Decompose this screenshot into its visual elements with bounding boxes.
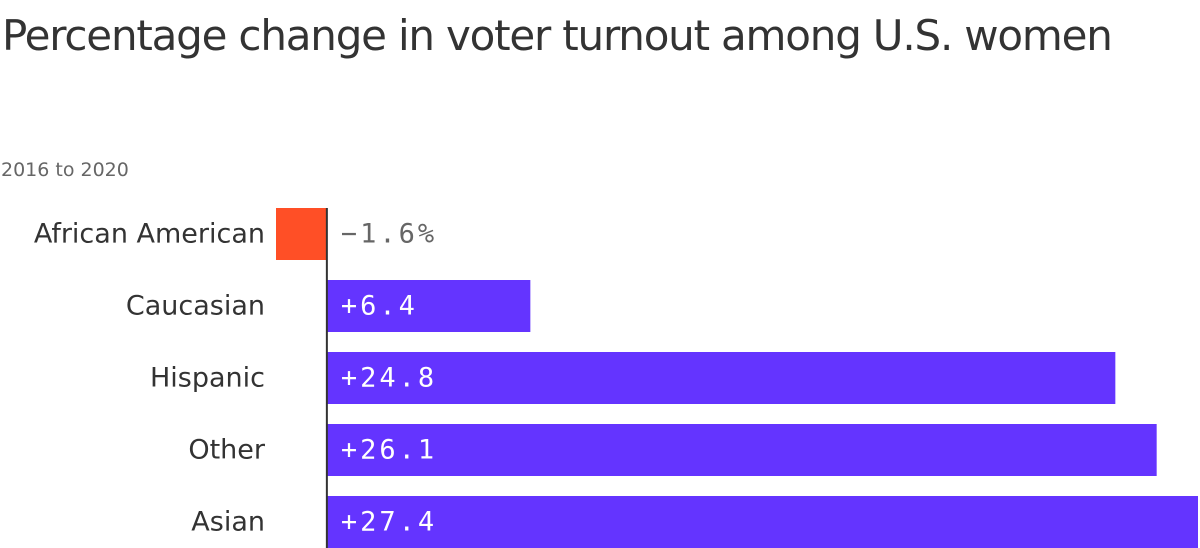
value-labels-group: −1.6% +6.4 +24.8 +26.1 +27.4: [341, 219, 437, 538]
bars-group: [276, 208, 1198, 548]
chart-title: Percentage change in voter turnout among…: [2, 11, 1113, 60]
category-label-other: Other: [188, 435, 266, 466]
category-labels-group: African American Caucasian Hispanic Other As…: [34, 219, 266, 538]
value-label-asian: +27.4: [341, 507, 437, 538]
category-label-caucasian: Caucasian: [126, 291, 265, 322]
bar-other: [326, 424, 1157, 476]
bar-asian: [326, 496, 1198, 548]
category-label-african-american: African American: [34, 219, 265, 250]
value-label-caucasian: +6.4: [341, 291, 418, 322]
chart-subtitle: 2016 to 2020: [1, 159, 129, 181]
value-label-african-american: −1.6%: [341, 219, 437, 250]
bar-caucasian: [326, 280, 531, 332]
bar-hispanic: [326, 352, 1116, 404]
value-label-other: +26.1: [341, 435, 437, 466]
category-label-asian: Asian: [191, 507, 265, 538]
value-label-hispanic: +24.8: [341, 363, 437, 394]
bar-african-american: [276, 208, 327, 260]
category-label-hispanic: Hispanic: [150, 363, 265, 394]
